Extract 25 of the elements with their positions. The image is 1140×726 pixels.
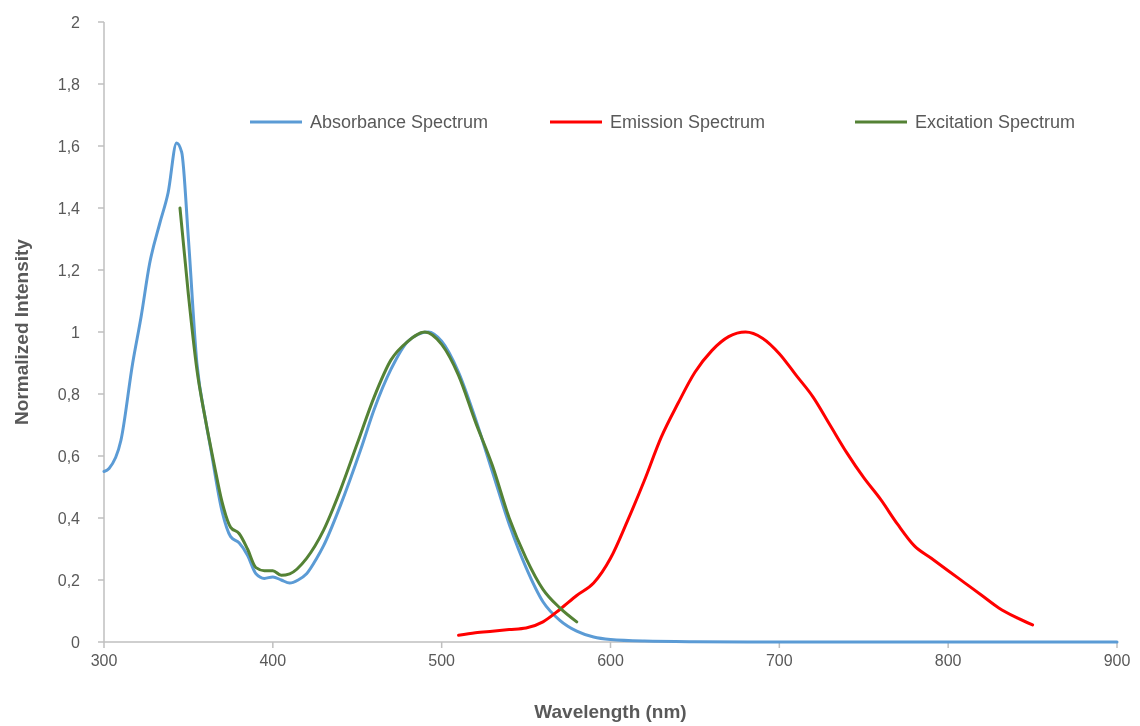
y-tick-label: 0,2 [57, 571, 81, 589]
x-tick-label: 900 [1103, 652, 1131, 669]
y-tick-label: 0,8 [57, 385, 81, 403]
x-tick-label: 800 [934, 652, 962, 669]
legend-label: Excitation Spectrum [915, 112, 1076, 133]
legend-label: Absorbance Spectrum [310, 112, 489, 133]
x-tick-label: 300 [90, 652, 118, 669]
y-tick-label: 1,2 [57, 261, 81, 279]
legend-label: Emission Spectrum [610, 112, 766, 133]
y-tick-label: 2 [71, 13, 81, 31]
y-tick-label: 1,4 [57, 199, 81, 217]
y-tick-label: 1 [71, 323, 81, 341]
line-series [457, 330, 1035, 637]
y-tick-label: 0 [71, 633, 81, 651]
y-axis-title: Normalized Intensity [11, 238, 32, 425]
line-series [178, 206, 579, 624]
x-axis-title: Wavelength (nm) [534, 701, 687, 722]
y-tick-label: 0,6 [57, 447, 81, 465]
x-tick-label: 500 [428, 652, 456, 669]
y-tick-label: 0,4 [57, 509, 81, 527]
x-tick-label: 700 [765, 652, 793, 669]
y-tick-label: 1,6 [57, 137, 81, 155]
y-tick-label: 1,8 [57, 75, 81, 93]
x-tick-label: 400 [259, 652, 287, 669]
x-tick-label: 600 [597, 652, 624, 669]
